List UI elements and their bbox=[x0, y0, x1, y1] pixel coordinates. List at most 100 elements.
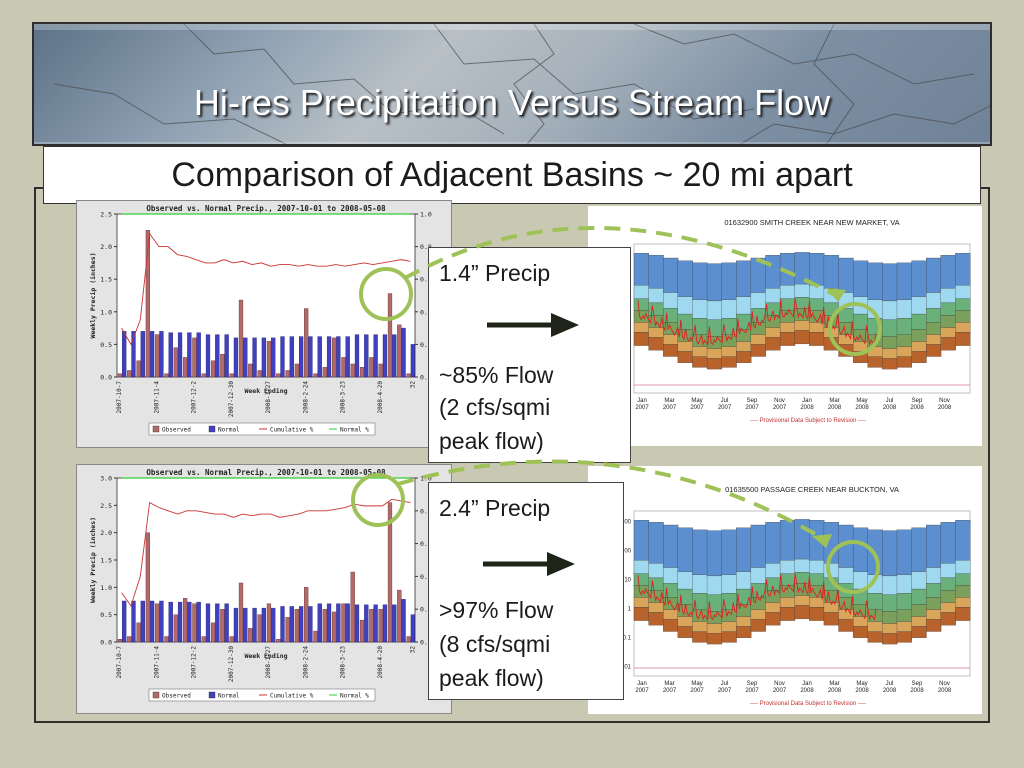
y2-tick-label: 0.0 bbox=[420, 374, 432, 382]
normal-bar bbox=[196, 601, 201, 643]
chart-title: 01635500 PASSAGE CREEK NEAR BUCKTON, VA bbox=[725, 485, 899, 494]
x-tick-year: 2007 bbox=[663, 688, 677, 694]
y2-tick-label: 0.6 bbox=[420, 276, 432, 284]
percentile-band bbox=[911, 351, 927, 363]
observed-bar bbox=[248, 363, 253, 378]
observed-bar bbox=[331, 337, 337, 378]
observed-bar bbox=[294, 363, 299, 378]
observed-bar bbox=[229, 636, 234, 643]
y2-tick-label: 0.8 bbox=[420, 243, 432, 251]
normal-bar bbox=[401, 327, 406, 378]
x-tick-month: Jul bbox=[721, 398, 729, 404]
observed-bar bbox=[378, 608, 383, 643]
observed-bar bbox=[304, 308, 309, 378]
y2-tick-label: 0.8 bbox=[420, 507, 432, 515]
normal-bar bbox=[215, 334, 220, 378]
observed-bar bbox=[117, 373, 123, 378]
normal-bar bbox=[261, 607, 267, 643]
x-tick-month: May bbox=[856, 681, 867, 687]
normal-bar bbox=[289, 606, 294, 643]
slide-title: Hi-res Precipitation Versus Stream Flow bbox=[193, 82, 831, 123]
x-tick-year: 2007 bbox=[635, 688, 649, 694]
observed-bar bbox=[276, 639, 281, 643]
x-tick-month: Jul bbox=[886, 681, 894, 687]
title-banner: Hi-res Precipitation Versus Stream Flow bbox=[32, 22, 992, 146]
observed-bar bbox=[127, 636, 132, 643]
highlight-circle bbox=[826, 540, 880, 594]
normal-bar bbox=[326, 603, 332, 643]
x-tick-month: May bbox=[691, 398, 702, 404]
normal-bar bbox=[177, 601, 183, 643]
legend-label: Cumulative % bbox=[270, 693, 314, 700]
observed-bar bbox=[127, 370, 132, 378]
normal-bar bbox=[252, 337, 257, 378]
observed-bar bbox=[341, 603, 346, 643]
y-tick-label: 1.0 bbox=[100, 584, 112, 592]
observed-bar bbox=[155, 603, 160, 643]
legend-swatch bbox=[208, 425, 216, 433]
y-tick-label: 0.1 bbox=[623, 636, 632, 642]
x-tick-label: 32 bbox=[409, 381, 416, 389]
precip-chart-smith: Observed vs. Normal Precip., 2007-10-01 … bbox=[76, 200, 452, 448]
observed-bar bbox=[397, 589, 402, 643]
streamflow-chart-smith: 01632900 SMITH CREEK NEAR NEW MARKET, VA… bbox=[588, 206, 982, 446]
normal-bar bbox=[308, 336, 313, 378]
normal-bar bbox=[345, 336, 350, 378]
normal-bar bbox=[336, 336, 341, 378]
x-tick-month: Jan bbox=[637, 681, 647, 687]
cumulative-line bbox=[121, 498, 411, 607]
y-tick-label: 3.0 bbox=[100, 475, 112, 483]
x-tick-year: 2008 bbox=[828, 405, 842, 411]
y-tick-label: 0.0 bbox=[100, 374, 112, 382]
callout-flow: ~85% Flow bbox=[439, 362, 554, 388]
observed-bar bbox=[257, 614, 262, 643]
x-tick-month: Nov bbox=[939, 681, 950, 687]
observed-bar bbox=[164, 373, 169, 378]
normal-bar bbox=[233, 337, 239, 378]
callout-passage: 2.4” Precip >97% Flow (8 cfs/sqmi peak f… bbox=[428, 482, 624, 700]
percentile-band bbox=[750, 619, 766, 632]
observed-bar bbox=[182, 598, 188, 643]
x-tick-label: 2008-4-20 bbox=[377, 646, 384, 679]
observed-bar bbox=[201, 373, 206, 378]
provisional-note: ---- Provisional Data Subject to Revisio… bbox=[750, 701, 866, 707]
normal-bar bbox=[215, 603, 220, 643]
observed-bar bbox=[257, 370, 262, 378]
x-tick-year: 2007 bbox=[718, 405, 732, 411]
x-tick-label: 2008-2-24 bbox=[302, 646, 309, 679]
dashed-arrow bbox=[404, 225, 836, 297]
x-tick-year: 2008 bbox=[938, 405, 952, 411]
observed-bar bbox=[378, 363, 383, 378]
normal-bar bbox=[243, 607, 248, 643]
x-tick-label: 2007-11-4 bbox=[153, 381, 160, 414]
normal-bar bbox=[373, 334, 378, 378]
normal-bar bbox=[336, 603, 341, 643]
chart-title: Observed vs. Normal Precip., 2007-10-01 … bbox=[146, 468, 386, 477]
x-tick-month: Mar bbox=[664, 398, 674, 404]
x-tick-label: 2008-4-20 bbox=[377, 381, 384, 414]
observed-bar bbox=[285, 617, 290, 643]
y-tick-label: 2.0 bbox=[100, 243, 112, 251]
observed-bar bbox=[322, 608, 327, 643]
normal-bar bbox=[205, 603, 211, 643]
normal-bar bbox=[261, 337, 267, 378]
normal-bar bbox=[382, 334, 388, 378]
normal-bar bbox=[354, 334, 360, 378]
normal-bar bbox=[345, 603, 350, 643]
x-tick-year: 2008 bbox=[910, 405, 924, 411]
y2-tick-label: 0.2 bbox=[420, 341, 432, 349]
observed-bar bbox=[210, 622, 216, 643]
normal-bar bbox=[131, 331, 136, 378]
x-tick-year: 2008 bbox=[883, 688, 897, 694]
percentile-band bbox=[736, 351, 752, 363]
x-tick-year: 2007 bbox=[773, 688, 787, 694]
y2-tick-label: 0.4 bbox=[420, 573, 432, 581]
normal-bar bbox=[122, 331, 127, 378]
normal-bar bbox=[410, 614, 416, 643]
y-tick-label: 2.5 bbox=[100, 211, 112, 219]
normal-bar bbox=[224, 603, 229, 643]
x-tick-month: May bbox=[856, 398, 867, 404]
y-tick-label: 1.5 bbox=[100, 557, 112, 565]
x-tick-month: Mar bbox=[664, 681, 674, 687]
normal-bar bbox=[233, 607, 239, 643]
